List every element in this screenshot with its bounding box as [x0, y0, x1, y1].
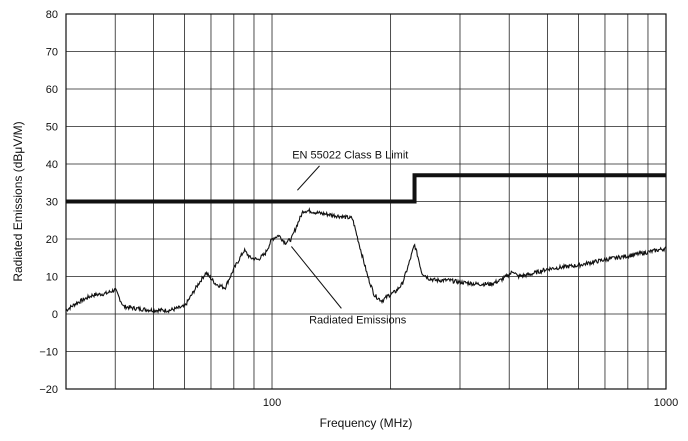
- y-tick-label: 40: [46, 159, 58, 171]
- limit-line: [66, 173, 666, 204]
- y-tick-label: 50: [46, 122, 58, 134]
- y-tick-label: 80: [46, 9, 58, 21]
- x-axis-title: Frequency (MHz): [320, 416, 413, 430]
- y-tick-label: 20: [46, 234, 58, 246]
- x-tick-labels: 100 1000: [263, 397, 678, 409]
- emissions-annotation-label: Radiated Emissions: [309, 315, 407, 327]
- y-tick-label: 30: [46, 197, 58, 209]
- x-tick-label: 1000: [654, 397, 678, 409]
- series-layer: [65, 173, 667, 315]
- y-tick-label: −20: [39, 384, 58, 396]
- emissions-trace: [65, 207, 667, 315]
- y-axis-title: Radiated Emissions (dBμV/M): [11, 121, 25, 281]
- plot-frame: [65, 13, 667, 390]
- y-tick-label: 10: [46, 272, 58, 284]
- emissions-annotation-leader: [291, 246, 342, 309]
- limit-annotation-label: EN 55022 Class B Limit: [292, 150, 408, 162]
- y-tick-label: 0: [52, 309, 58, 321]
- y-tick-label: −10: [39, 347, 58, 359]
- limit-annotation-leader: [297, 165, 320, 191]
- x-tick-label: 100: [263, 397, 281, 409]
- y-tick-labels: −20 −10 0 10 20 30 40 50 60 70 80: [39, 9, 58, 396]
- y-tick-label: 70: [46, 47, 58, 59]
- y-tick-label: 60: [46, 84, 58, 96]
